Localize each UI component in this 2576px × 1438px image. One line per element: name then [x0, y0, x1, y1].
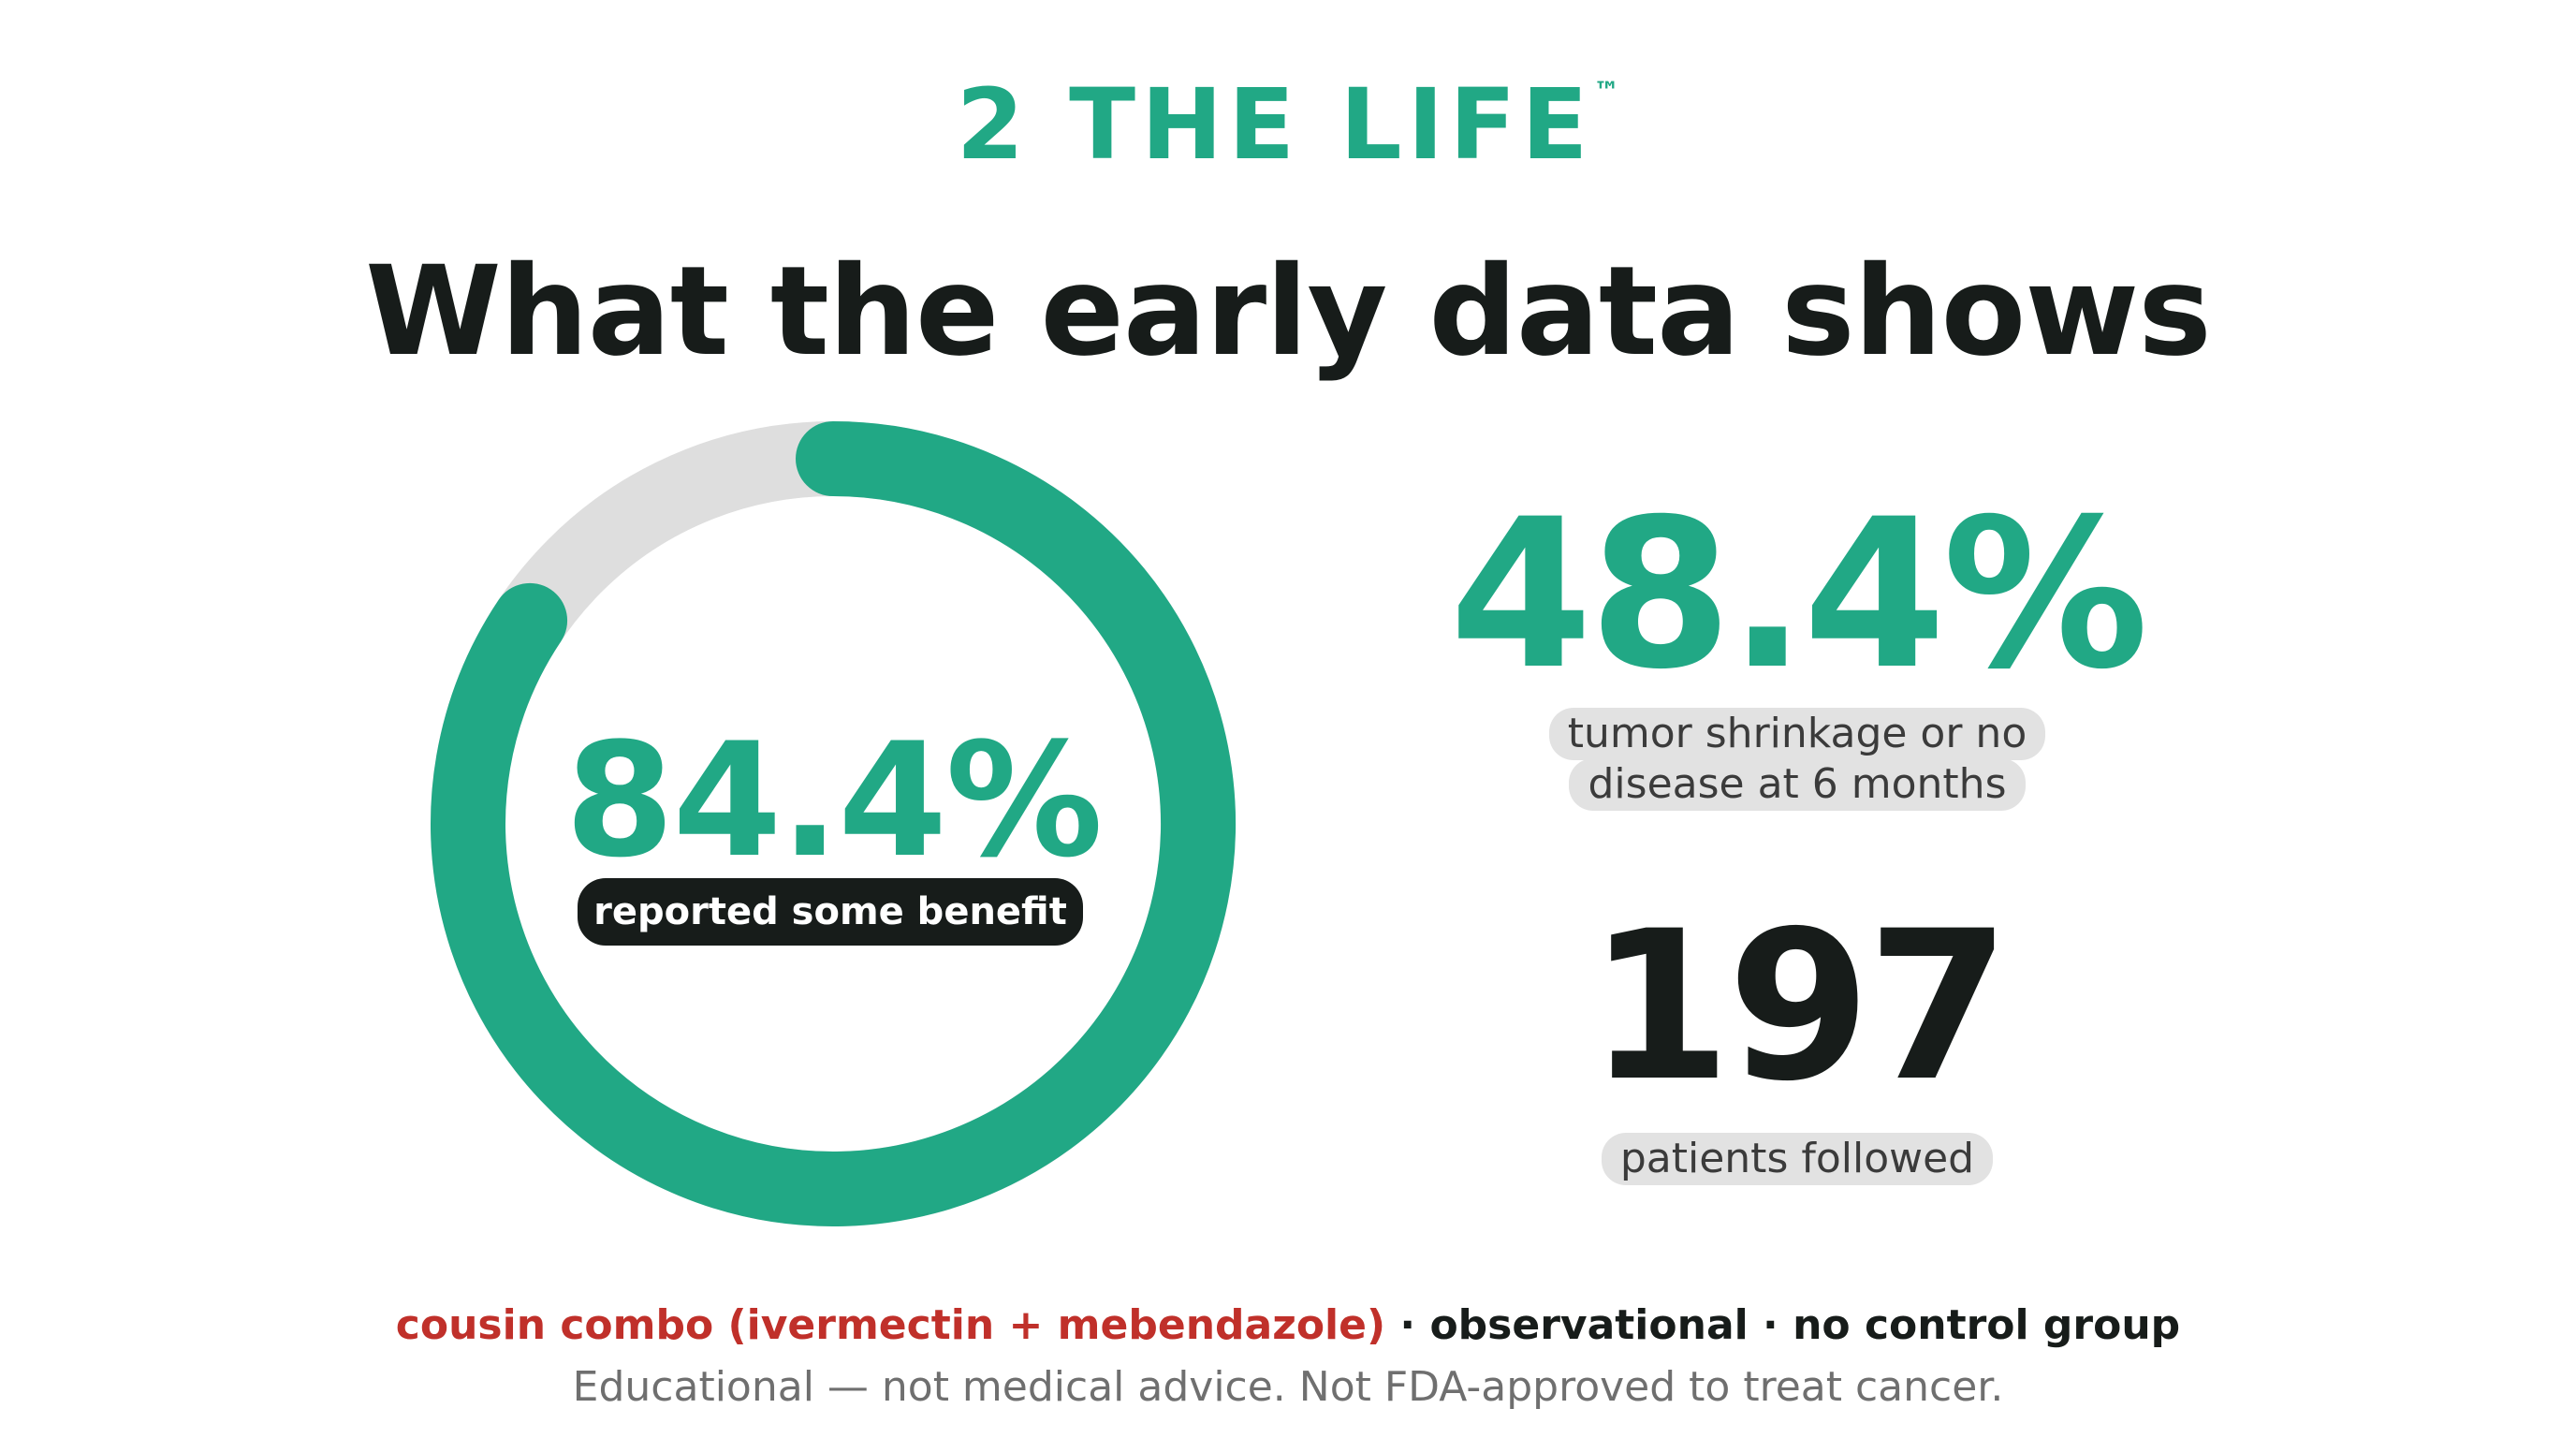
study-type: · observational · no control group [1385, 1301, 2181, 1349]
study-descriptor: cousin combo (ivermectin + mebendazole) … [0, 1298, 2576, 1354]
brand-name: 2 THE LIFE [956, 67, 1594, 182]
brand-logo: 2 THE LIFE™ [0, 73, 2576, 176]
benefit-label: reported some benefit [578, 878, 1083, 946]
disclaimer: Educational — not medical advice. Not FD… [572, 1363, 2004, 1411]
ring-progress-arc [431, 421, 1236, 1226]
benefit-percentage: 84.4% [564, 709, 1104, 892]
shrinkage-label-line1: tumor shrinkage or no [1548, 708, 2046, 760]
patient-count: 197 [1588, 887, 2010, 1126]
page-title: What the early data shows [365, 240, 2212, 384]
progress-ring [431, 421, 1236, 1226]
shrinkage-label-line2: disease at 6 months [1569, 758, 2026, 811]
shrinkage-percentage: 48.4% [1449, 475, 2148, 714]
patient-count-label-wrap: patients followed [1385, 1133, 2209, 1185]
combo-name: cousin combo (ivermectin + mebendazole) [395, 1301, 1386, 1349]
patient-count-label: patients followed [1601, 1133, 1994, 1185]
trademark-symbol: ™ [1593, 76, 1620, 107]
shrinkage-label: tumor shrinkage or no disease at 6 month… [1385, 708, 2209, 811]
